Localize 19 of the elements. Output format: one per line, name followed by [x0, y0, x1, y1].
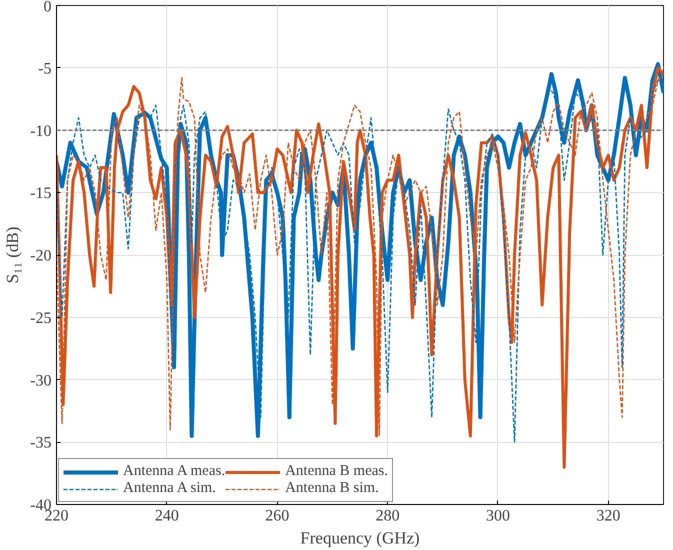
y-tick-label: -35	[30, 434, 52, 452]
y-tick-label: -30	[30, 372, 52, 390]
y-tick-label: -5	[38, 60, 52, 78]
x-tick-label: 280	[376, 508, 400, 524]
x-axis-title: Frequency (GHz)	[300, 528, 420, 548]
x-tick-label: 240	[154, 508, 179, 524]
x-tick-label: 320	[596, 508, 620, 524]
y-axis-title: S₁₁ (dB)	[3, 226, 22, 284]
legend-label: Antenna A meas.	[123, 463, 226, 480]
y-tick-label: -25	[30, 310, 52, 327]
legend-label: Antenna A sim.	[123, 480, 216, 497]
y-tick-label: -20	[30, 248, 52, 264]
legend-label: Antenna B meas.	[285, 463, 388, 480]
y-tick-label: -10	[30, 122, 52, 140]
legend-label: Antenna B sim.	[285, 480, 379, 497]
y-tick-label: 0	[44, 0, 52, 16]
x-tick-label: 260	[265, 508, 290, 524]
y-tick-label: -15	[30, 185, 52, 202]
x-tick-label: 300	[486, 508, 510, 524]
